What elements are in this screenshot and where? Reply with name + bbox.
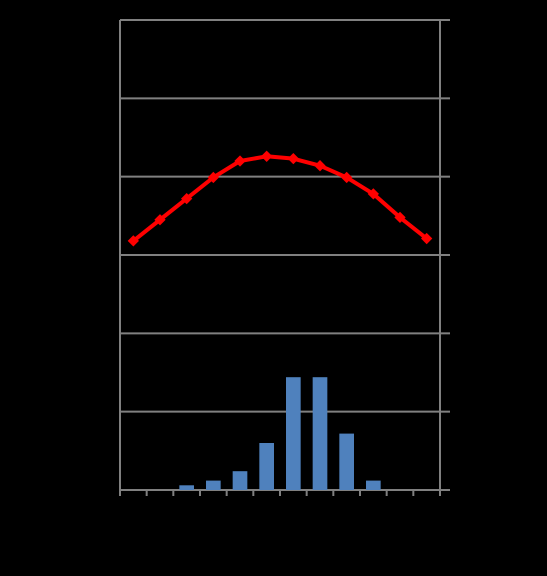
chart-container (0, 0, 547, 576)
combo-chart (0, 0, 547, 576)
